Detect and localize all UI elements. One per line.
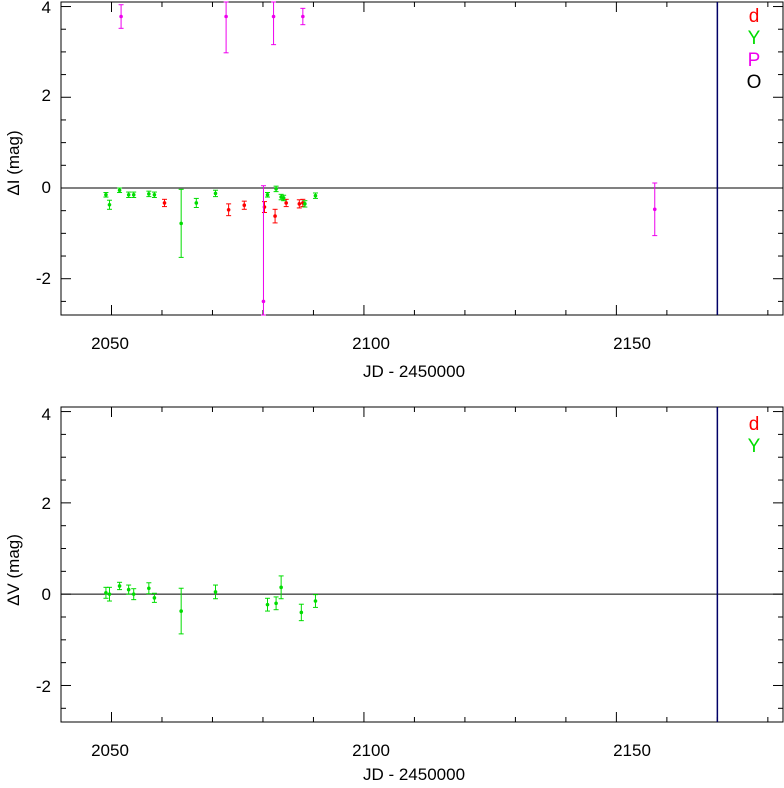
x-axis-title: JD - 2450000 [363, 765, 465, 783]
x-axis-title: JD - 2450000 [363, 362, 465, 381]
data-point-y [104, 192, 108, 197]
data-point-d [226, 207, 231, 212]
data-point-y [213, 191, 218, 196]
data-point-y [299, 610, 304, 615]
legend-entry-d: d [749, 414, 760, 435]
data-point-y [152, 596, 157, 600]
y-tick-label-4: 4 [42, 0, 51, 17]
data-point-y [147, 192, 151, 196]
y-axis-title: ΔI (mag) [4, 130, 23, 195]
data-point-y [126, 192, 131, 197]
y-axis-symbol: ΔI [4, 180, 23, 196]
y-tick-label-0: 0 [42, 585, 51, 604]
data-point-y [274, 601, 278, 606]
y-tick-label-4: 4 [42, 405, 51, 424]
data-point-y [147, 586, 151, 591]
data-point-d [284, 201, 288, 205]
data-point-d [297, 202, 302, 206]
data-point-y [281, 196, 286, 200]
delta-v-panel: 2050 2100 2150 4 2 0 -2 JD - 2450000 ΔV … [4, 405, 784, 784]
delta-i-plot-frame [60, 1, 784, 316]
data-point-y [152, 192, 157, 197]
data-point-d [273, 214, 277, 218]
data-point-y [126, 587, 131, 592]
data-point-y [117, 584, 122, 588]
delta-v-plot-frame [60, 406, 784, 723]
data-point-y [179, 609, 183, 613]
data-point-y [194, 201, 199, 205]
y-axis-title: ΔV (mag) [4, 534, 23, 606]
data-point-y [274, 187, 278, 191]
x-tick-label-2150: 2150 [613, 741, 651, 760]
data-point-d [162, 201, 167, 205]
y-tick-label-2: 2 [42, 494, 51, 513]
x-tick-label-2050: 2050 [91, 334, 129, 353]
y-tick-label-minus-2: -2 [36, 269, 51, 288]
data-point-p [652, 207, 657, 212]
data-point-y [107, 592, 112, 596]
data-point-d [242, 203, 247, 208]
data-point-p [271, 14, 276, 19]
x-tick-label-2150: 2150 [613, 334, 651, 353]
data-point-y [107, 202, 112, 207]
x-tick-label-2100: 2100 [352, 741, 390, 760]
legend-entry-d: d [749, 6, 760, 27]
data-point-y [279, 585, 283, 590]
data-point-y [265, 602, 270, 607]
data-point-y [131, 592, 136, 596]
legend-entry-y: Y [748, 436, 761, 457]
data-point-y [213, 590, 218, 594]
y-axis-unit: (mag) [4, 130, 23, 174]
data-point-p [261, 299, 266, 304]
data-point-y [131, 192, 136, 197]
x-tick-label-2050: 2050 [91, 741, 129, 760]
y-tick-label-2: 2 [42, 86, 51, 105]
delta-v-axis-ticks [60, 407, 783, 722]
y-axis-unit: (mag) [4, 534, 23, 578]
data-point-p [119, 14, 123, 19]
delta-i-panel: 2050 2100 2150 4 2 0 -2 JD - 2450000 ΔI … [4, 0, 784, 381]
y-tick-label-minus-2: -2 [36, 677, 51, 696]
legend-entry-y: Y [748, 28, 761, 49]
y-axis-symbol: ΔV [4, 583, 23, 606]
delta-i-axis-ticks [60, 2, 783, 315]
data-point-y [303, 202, 307, 206]
data-point-y [313, 193, 318, 198]
data-point-p [301, 14, 305, 19]
legend-entry-o: O [747, 72, 762, 93]
data-point-y [179, 221, 183, 226]
legend-entry-p: P [748, 50, 761, 71]
delta-v-data-marks [103, 575, 318, 635]
data-point-p [224, 14, 228, 19]
data-point-y [117, 188, 122, 193]
delta-i-data-marks [103, 1, 658, 316]
data-point-y [104, 591, 108, 595]
data-point-y [313, 599, 318, 603]
y-tick-label-0: 0 [42, 178, 51, 197]
x-tick-label-2100: 2100 [352, 334, 390, 353]
data-point-y [265, 192, 270, 197]
